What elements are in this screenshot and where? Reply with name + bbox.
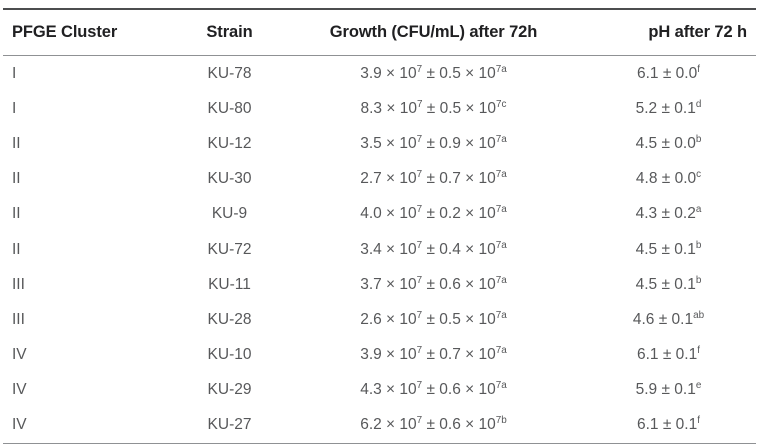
table-row: I KU-78 3.9 × 107 ± 0.5 × 107a 6.1 ± 0.0f (3, 56, 756, 92)
cell-ph: 4.6 ± 0.1ab (632, 309, 705, 328)
cell-strain: KU-11 (208, 275, 251, 293)
table-row: III KU-11 3.7 × 107 ± 0.6 × 107a 4.5 ± 0.1b (3, 267, 756, 302)
superscript-annotation: ab (693, 309, 705, 321)
superscript-annotation: b (695, 274, 702, 286)
superscript-annotation: 7b (495, 415, 507, 427)
cell-growth-cfu: 3.5 × 107 ± 0.9 × 107a (360, 133, 507, 152)
superscript-annotation: b (695, 133, 702, 145)
cell-pfge-cluster: I (12, 64, 17, 82)
cell-pfge-cluster: IV (12, 381, 27, 399)
cell-strain: KU-10 (207, 346, 252, 364)
cell-ph: 6.1 ± 0.1f (637, 344, 700, 364)
superscript-annotation: 7 (416, 380, 423, 392)
superscript-annotation: 7c (496, 98, 507, 110)
cell-strain: KU-28 (207, 310, 252, 328)
superscript-annotation: 7 (416, 98, 423, 110)
superscript-annotation: 7 (416, 204, 423, 216)
table-row: III KU-28 2.6 × 107 ± 0.5 × 107a 4.6 ± 0.1a… (3, 302, 756, 337)
superscript-annotation: 7a (495, 274, 507, 286)
superscript-annotation: 7 (416, 309, 423, 321)
cell-strain: KU-27 (207, 416, 252, 434)
col-header-pfge-cluster: PFGE Cluster (3, 9, 173, 56)
superscript-annotation: b (695, 239, 702, 251)
cell-pfge-cluster: III (12, 310, 25, 328)
cell-pfge-cluster: IV (12, 346, 27, 364)
superscript-annotation: 7a (495, 344, 507, 356)
table-row: IV KU-10 3.9 × 107 ± 0.7 × 107a 6.1 ± 0.1f (3, 338, 756, 373)
cell-strain: KU-29 (207, 381, 252, 399)
cell-ph: 5.9 ± 0.1e (635, 380, 702, 399)
superscript-annotation: 7 (416, 239, 423, 251)
superscript-annotation: 7a (495, 133, 507, 145)
superscript-annotation: f (697, 415, 700, 427)
cell-strain: KU-30 (207, 170, 252, 188)
superscript-annotation: 7 (416, 133, 423, 145)
superscript-annotation: 7 (416, 274, 423, 286)
cell-ph: 4.5 ± 0.0b (635, 133, 702, 152)
table-row: II KU-72 3.4 × 107 ± 0.4 × 107a 4.5 ± 0.1b (3, 232, 756, 267)
table-row: I KU-80 8.3 × 107 ± 0.5 × 107c 5.2 ± 0.1d (3, 91, 756, 126)
superscript-annotation: e (695, 380, 702, 392)
cell-ph: 6.1 ± 0.0f (637, 63, 700, 82)
cell-pfge-cluster: II (12, 134, 21, 152)
cell-growth-cfu: 2.6 × 107 ± 0.5 × 107a (360, 309, 507, 328)
superscript-annotation: 7a (495, 63, 507, 75)
cell-strain: KU-9 (211, 205, 248, 223)
superscript-annotation: c (696, 169, 702, 180)
cell-strain: KU-78 (207, 64, 252, 82)
superscript-annotation: 7a (495, 204, 507, 216)
cell-growth-cfu: 3.9 × 107 ± 0.7 × 107a (360, 344, 507, 364)
cell-ph: 4.3 ± 0.2a (635, 204, 702, 223)
superscript-annotation: 7a (495, 309, 507, 321)
table-row: II KU-9 4.0 × 107 ± 0.2 × 107a 4.3 ± 0.2a (3, 197, 756, 232)
col-header-growth: Growth (CFU/mL) after 72h (286, 9, 581, 56)
cell-growth-cfu: 4.0 × 107 ± 0.2 × 107a (360, 204, 507, 223)
superscript-annotation: 7a (495, 169, 507, 180)
cell-growth-cfu: 3.4 × 107 ± 0.4 × 107a (360, 239, 507, 258)
table-row: IV KU-27 6.2 × 107 ± 0.6 × 107b 6.1 ± 0.1f (3, 408, 756, 444)
cell-pfge-cluster: III (12, 275, 25, 293)
table-row: II KU-12 3.5 × 107 ± 0.9 × 107a 4.5 ± 0.0b (3, 126, 756, 161)
cell-growth-cfu: 2.7 × 107 ± 0.7 × 107a (360, 169, 507, 188)
cell-pfge-cluster: I (12, 99, 17, 117)
cell-ph: 4.5 ± 0.1b (635, 274, 702, 293)
superscript-annotation: a (695, 204, 702, 216)
cell-growth-cfu: 3.7 × 107 ± 0.6 × 107a (360, 274, 507, 293)
col-header-ph: pH after 72 h (581, 9, 756, 56)
cell-pfge-cluster: II (12, 170, 21, 188)
col-header-strain: Strain (173, 9, 286, 56)
superscript-annotation: d (695, 98, 702, 110)
cell-ph: 6.1 ± 0.1f (637, 415, 700, 434)
cell-pfge-cluster: II (12, 240, 21, 258)
table-row: II KU-30 2.7 × 107 ± 0.7 × 107a 4.8 ± 0.0c (3, 162, 756, 197)
cell-growth-cfu: 8.3 × 107 ± 0.5 × 107c (360, 98, 507, 117)
superscript-annotation: 7 (416, 169, 423, 180)
cell-pfge-cluster: IV (12, 416, 27, 434)
superscript-annotation: 7 (416, 415, 423, 427)
table-row: IV KU-29 4.3 × 107 ± 0.6 × 107a 5.9 ± 0.1e (3, 373, 756, 408)
cell-strain: KU-12 (207, 134, 252, 152)
cell-strain: KU-72 (207, 240, 252, 258)
pfge-strain-growth-ph-table: PFGE Cluster Strain Growth (CFU/mL) afte… (3, 8, 756, 445)
superscript-annotation: 7 (416, 344, 423, 356)
superscript-annotation: 7a (495, 380, 507, 392)
cell-growth-cfu: 6.2 × 107 ± 0.6 × 107b (360, 415, 507, 434)
cell-ph: 4.5 ± 0.1b (635, 239, 702, 258)
superscript-annotation: f (697, 344, 700, 356)
table-body: I KU-78 3.9 × 107 ± 0.5 × 107a 6.1 ± 0.0f I K… (3, 56, 756, 444)
cell-ph: 4.8 ± 0.0c (635, 169, 702, 188)
superscript-annotation: f (697, 63, 700, 75)
cell-growth-cfu: 4.3 × 107 ± 0.6 × 107a (360, 380, 507, 399)
header-row: PFGE Cluster Strain Growth (CFU/mL) afte… (3, 9, 756, 56)
cell-strain: KU-80 (207, 99, 252, 117)
cell-ph: 5.2 ± 0.1d (635, 98, 702, 117)
superscript-annotation: 7a (495, 239, 507, 251)
superscript-annotation: 7 (416, 63, 423, 75)
cell-growth-cfu: 3.9 × 107 ± 0.5 × 107a (360, 63, 507, 82)
cell-pfge-cluster: II (12, 205, 21, 223)
